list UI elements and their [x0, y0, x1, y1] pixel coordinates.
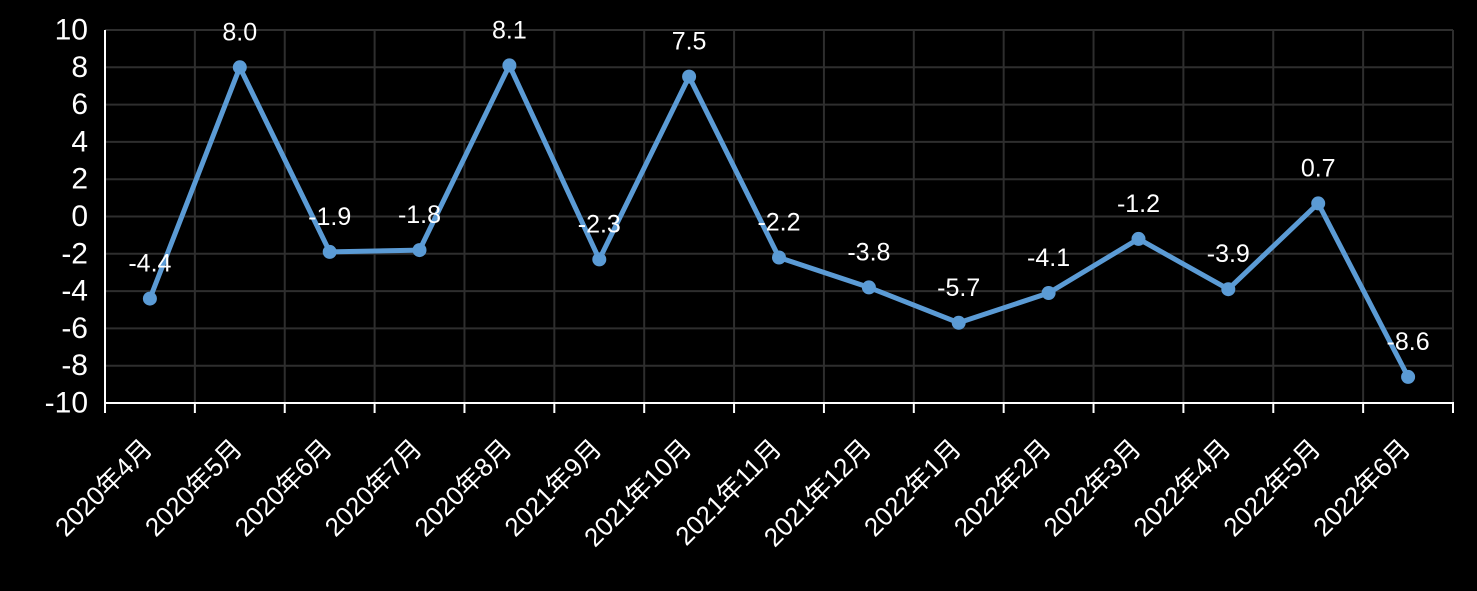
data-point-marker[interactable] [682, 69, 697, 84]
y-axis-tick-label: -6 [61, 312, 88, 345]
data-point-marker[interactable] [772, 250, 786, 265]
data-point-label: -4.1 [1027, 244, 1070, 272]
data-point-marker[interactable] [861, 280, 876, 295]
y-axis-tick-label: 6 [71, 88, 88, 121]
data-point-marker[interactable] [951, 315, 966, 330]
data-point-label: -5.7 [937, 274, 980, 302]
data-point-marker[interactable] [1131, 231, 1146, 246]
data-point-label: -3.9 [1207, 240, 1250, 268]
data-point-label: -1.9 [308, 203, 351, 231]
y-axis-tick-label: 2 [71, 163, 88, 196]
y-axis-tick-label: 8 [71, 51, 88, 84]
data-point-marker[interactable] [1401, 369, 1416, 384]
data-point-label: -1.8 [398, 201, 441, 229]
y-axis-tick-label: -2 [61, 237, 88, 270]
data-point-marker[interactable] [412, 243, 427, 258]
data-point-marker[interactable] [502, 58, 517, 73]
data-point-label: -8.6 [1387, 328, 1430, 356]
data-point-marker[interactable] [232, 60, 247, 75]
data-point-label: 0.7 [1301, 154, 1336, 182]
y-axis-tick-label: -10 [45, 387, 88, 420]
data-point-marker[interactable] [322, 244, 337, 259]
y-axis-tick-label: 4 [71, 125, 88, 158]
y-axis-tick-label: 10 [55, 14, 88, 47]
data-point-marker[interactable] [1311, 196, 1326, 211]
data-point-label: -3.8 [847, 238, 890, 266]
data-point-label: -4.4 [128, 250, 171, 278]
data-point-label: 8.1 [492, 16, 527, 44]
y-axis-tick-label: -4 [61, 275, 88, 308]
data-point-marker[interactable] [1221, 282, 1236, 297]
data-point-marker[interactable] [1041, 286, 1056, 300]
data-point-marker[interactable] [592, 252, 607, 267]
y-axis-tick-label: -8 [61, 349, 88, 382]
data-point-label: -2.2 [757, 209, 800, 237]
data-point-label: -2.3 [578, 210, 621, 238]
data-point-label: 8.0 [222, 18, 257, 46]
y-axis-tick-label: 0 [71, 200, 88, 233]
data-point-label: 7.5 [672, 28, 707, 56]
data-point-marker[interactable] [142, 291, 157, 306]
data-point-label: -1.2 [1117, 190, 1160, 218]
